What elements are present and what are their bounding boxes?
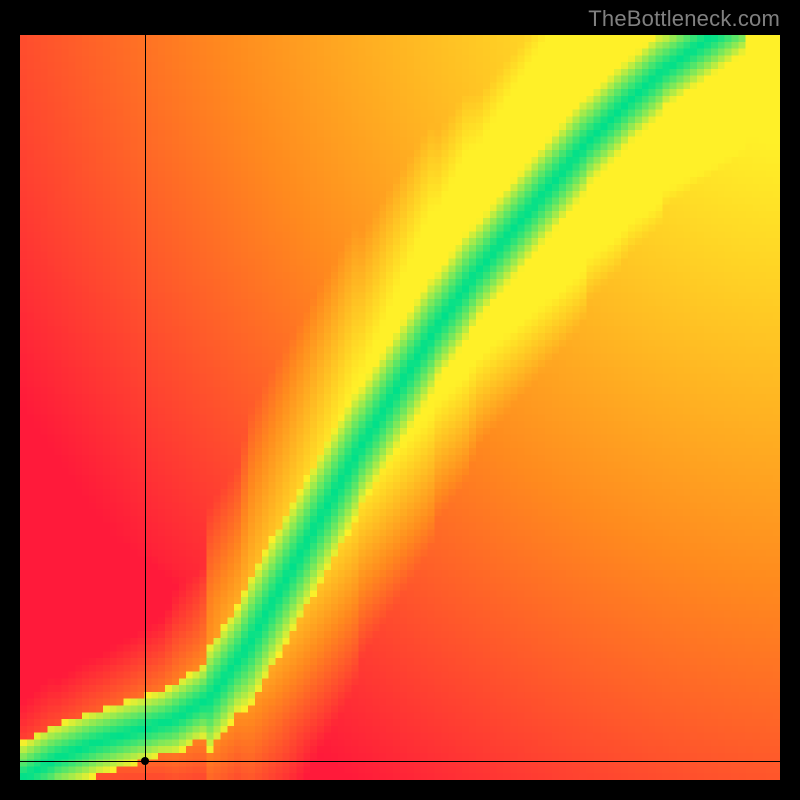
heatmap-canvas <box>20 35 780 780</box>
watermark-text: TheBottleneck.com <box>588 6 780 32</box>
chart-container: TheBottleneck.com <box>0 0 800 800</box>
crosshair-vertical <box>145 35 146 780</box>
crosshair-horizontal <box>20 761 780 762</box>
